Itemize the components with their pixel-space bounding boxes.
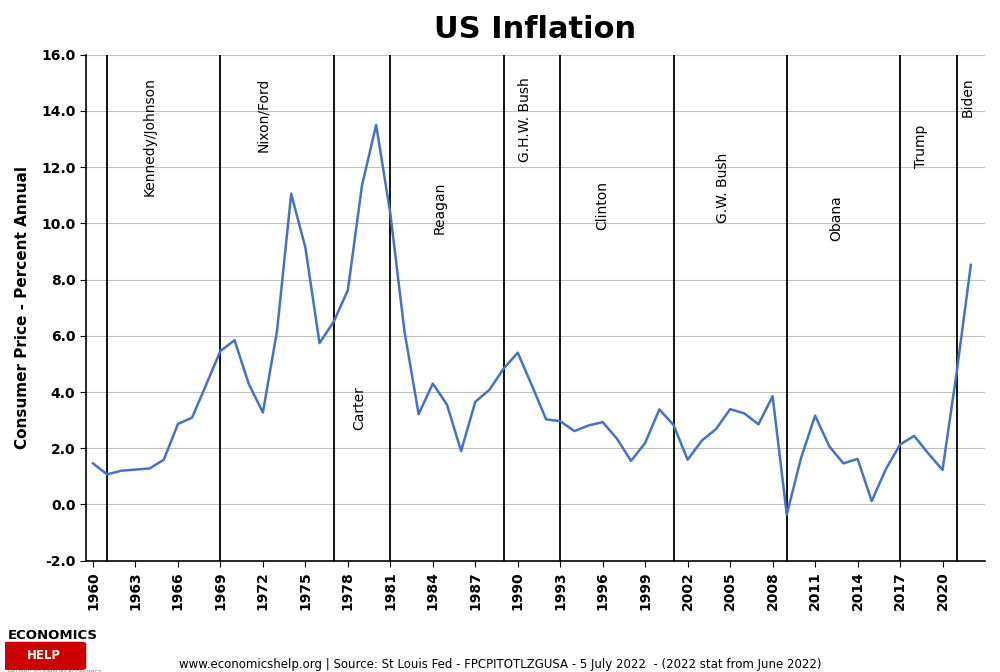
Text: HELP: HELP (27, 649, 61, 662)
Text: Clinton: Clinton (596, 181, 610, 230)
Text: Biden: Biden (961, 77, 975, 117)
Text: ECONOMICS: ECONOMICS (8, 629, 98, 642)
Text: Reagan: Reagan (433, 181, 447, 234)
Text: Obana: Obana (829, 196, 843, 241)
Text: Trump: Trump (914, 125, 928, 168)
Text: G.H.W. Bush: G.H.W. Bush (518, 77, 532, 162)
Y-axis label: Consumer Price - Percent Annual: Consumer Price - Percent Annual (15, 166, 30, 449)
Text: Kennedy/Johnson: Kennedy/Johnson (143, 77, 157, 196)
Text: G.W. Bush: G.W. Bush (716, 153, 730, 223)
Title: US Inflation: US Inflation (434, 15, 637, 44)
Text: www.economicshelp.org | Source: St Louis Fed - FPCPITOTLZGUSA - 5 July 2022  - (: www.economicshelp.org | Source: St Louis… (179, 658, 821, 671)
Text: Nixon/Ford: Nixon/Ford (256, 77, 270, 151)
FancyBboxPatch shape (2, 642, 86, 670)
Text: Carter: Carter (352, 386, 366, 430)
Text: HELPING TO SIMPLIFY ECONOMICS: HELPING TO SIMPLIFY ECONOMICS (8, 670, 102, 672)
